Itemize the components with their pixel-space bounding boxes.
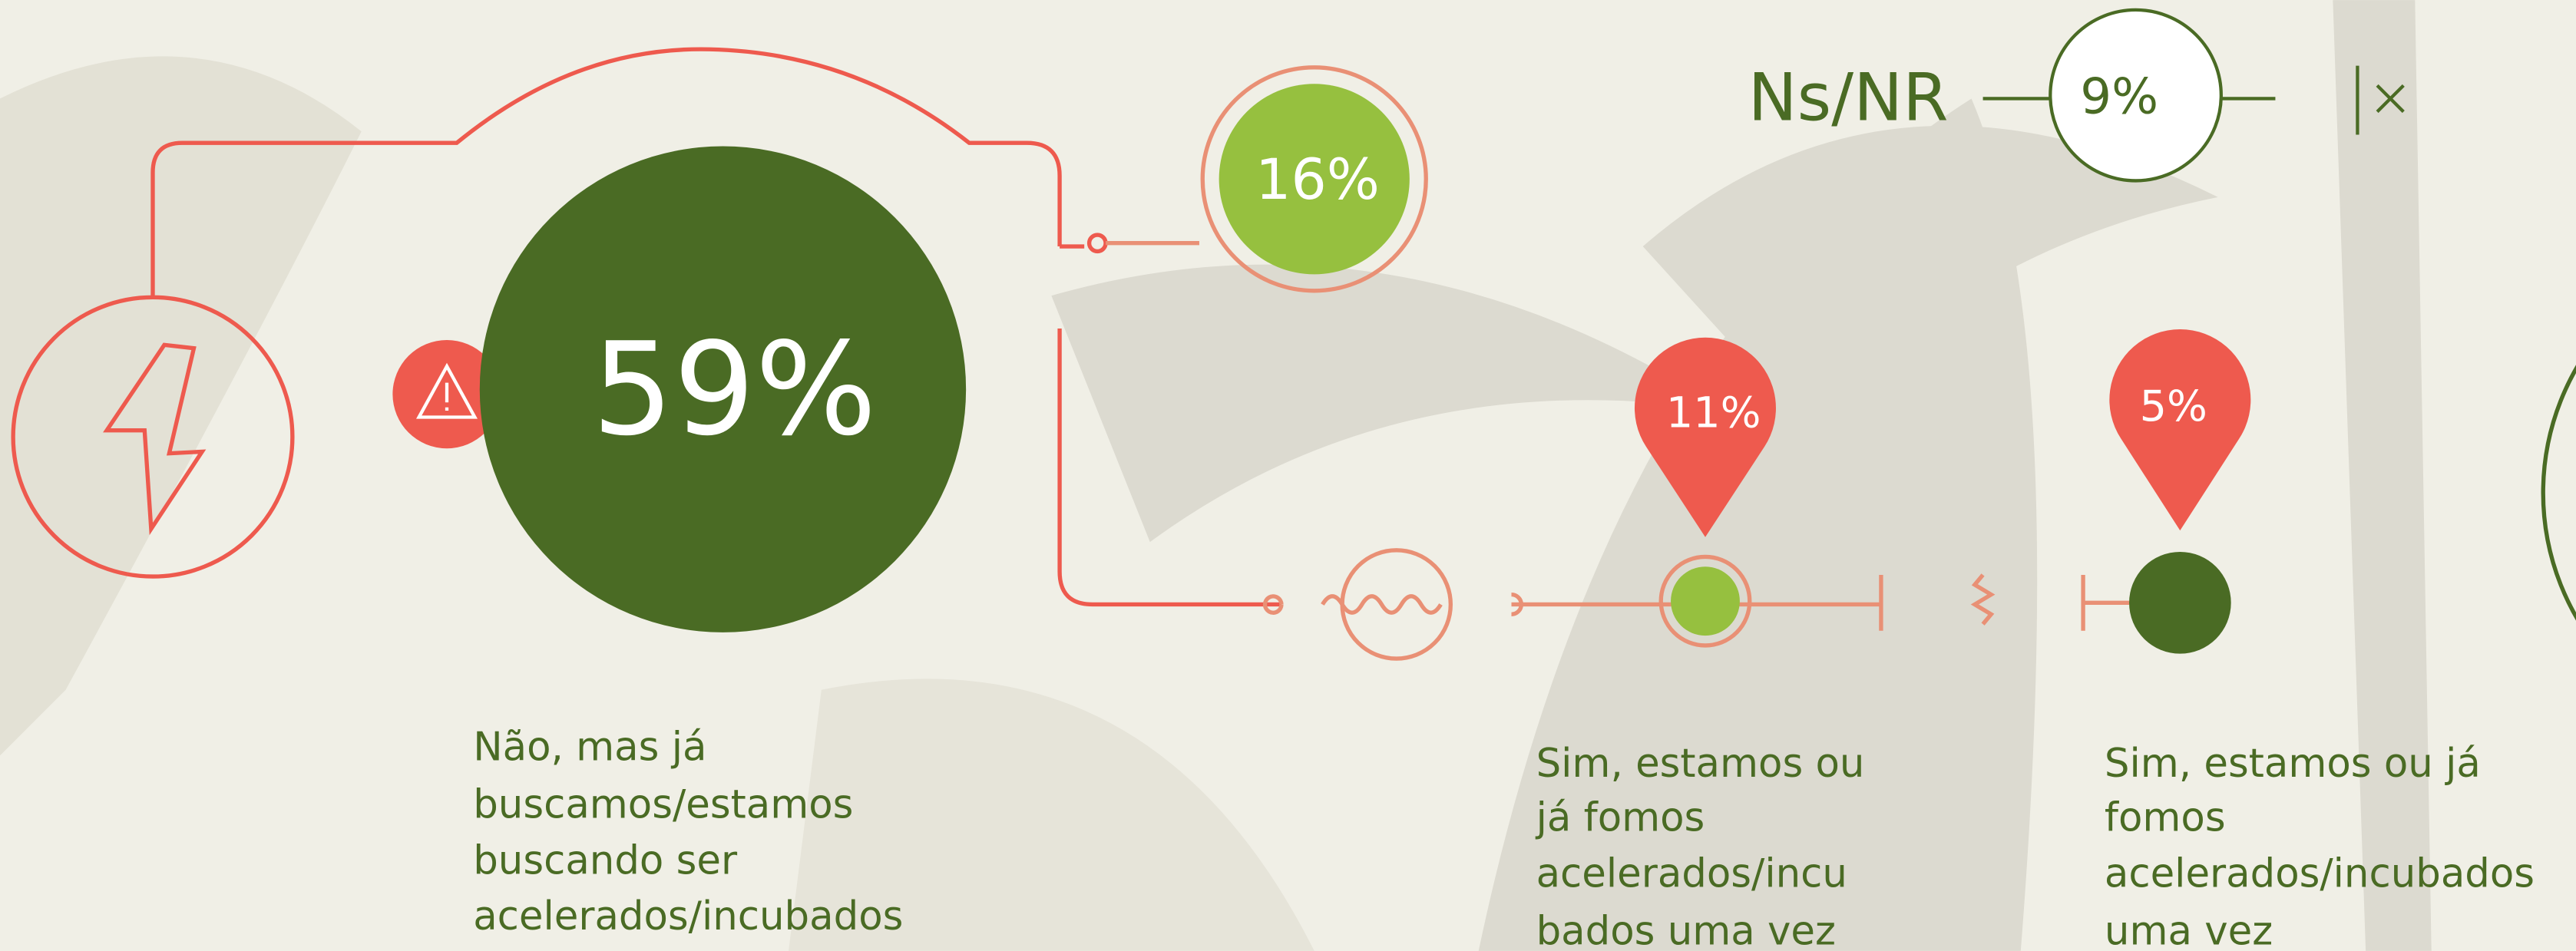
label-line: Sim, estamos ou já <box>2105 741 2481 787</box>
pin-value: 5% <box>2140 381 2207 431</box>
label-line: buscando ser <box>473 837 738 883</box>
label-line: fomos <box>2105 795 2226 841</box>
bubble-value: 16% <box>1255 147 1380 213</box>
label-line: acelerados/incu <box>1536 850 1847 897</box>
label-line: já fomos <box>1536 795 1705 841</box>
page: 59% Não, mas já buscamos/estamos buscand… <box>0 0 2576 951</box>
infographic: 59% Não, mas já buscamos/estamos buscand… <box>0 0 2576 951</box>
pin-value: 11% <box>1666 388 1761 438</box>
label-line: uma vez <box>2105 908 2273 951</box>
label-line: bados uma vez <box>1536 908 1836 951</box>
label-line: Sim, estamos ou <box>1536 741 1865 787</box>
label-line: acelerados/incubados <box>473 893 903 939</box>
label-line: buscamos/estamos <box>473 782 853 828</box>
label-line: acelerados/incubados <box>2105 850 2535 897</box>
main-value: 59% <box>592 315 877 464</box>
next-circle <box>2543 243 2576 742</box>
nsnr-value: 9% <box>2080 68 2158 126</box>
pin: 5% <box>2109 329 2250 530</box>
nsnr-label: Ns/NR <box>1748 60 1949 136</box>
label-line: Não, mas já <box>473 725 706 771</box>
pin-label: Sim, estamos ou já fomos acelerados/incu… <box>2105 741 2535 951</box>
